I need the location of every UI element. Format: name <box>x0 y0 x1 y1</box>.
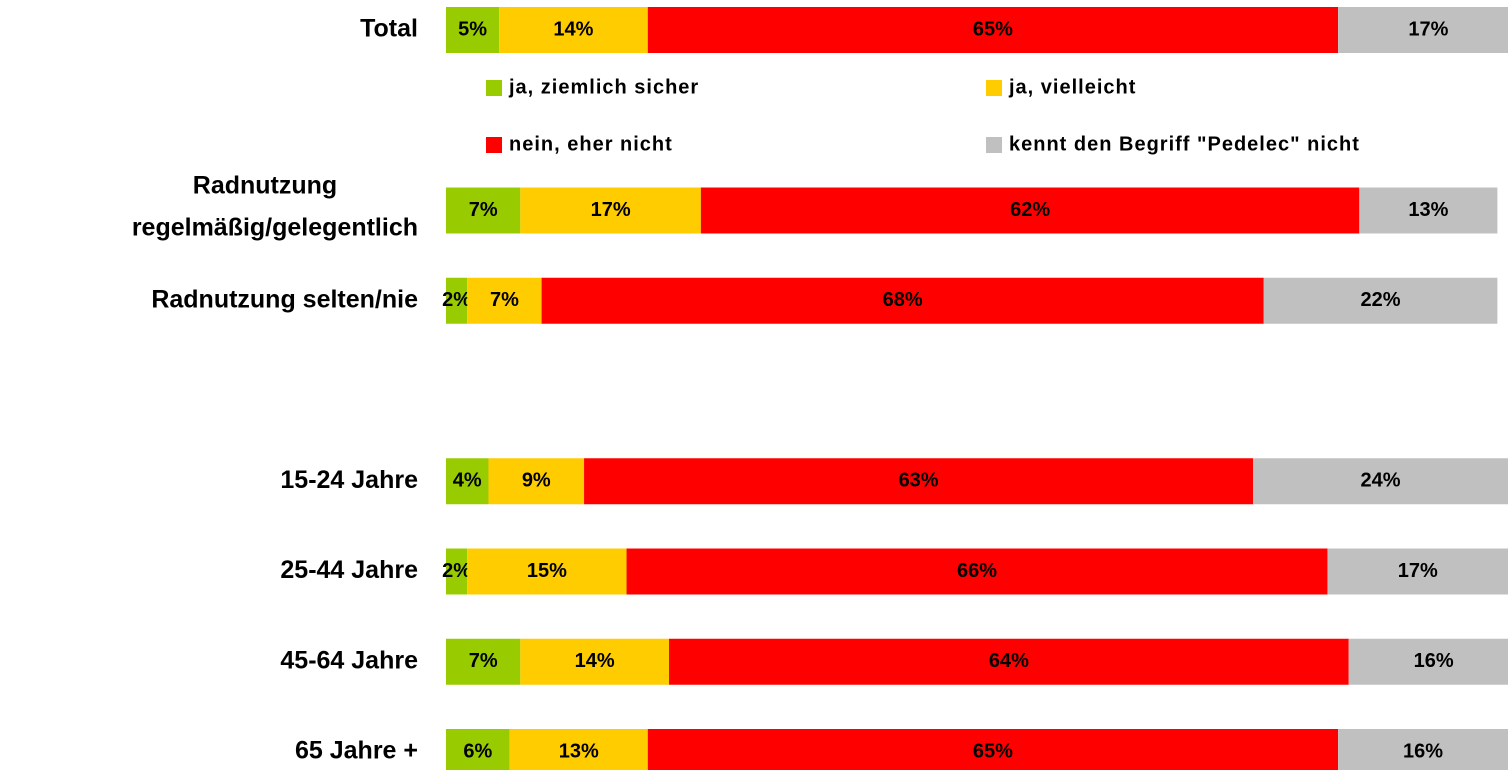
bar-segment <box>584 458 1254 505</box>
bar-segment <box>520 187 701 234</box>
value-label: 68% <box>883 289 923 311</box>
bar-segment <box>541 277 1264 324</box>
category-label: Radnutzung regelmäßig/gelegentlich <box>132 171 418 241</box>
value-label: 4% <box>453 470 482 492</box>
value-label: 24% <box>1361 470 1401 492</box>
bar-segment <box>700 187 1360 234</box>
category-label: 25-44 Jahre <box>280 556 418 584</box>
bar-segment <box>1338 729 1508 770</box>
value-label: 14% <box>553 18 593 40</box>
category-label: Total <box>360 15 418 43</box>
value-label: 17% <box>591 199 631 221</box>
category-label: 15-24 Jahre <box>280 466 418 494</box>
category-label: 45-64 Jahre <box>280 646 418 674</box>
bar-segment <box>488 458 585 505</box>
value-label: 63% <box>899 470 939 492</box>
legend-label: kennt den Begriff "Pedelec" nicht <box>1009 133 1360 155</box>
value-label: 16% <box>1403 740 1443 762</box>
bar-segment <box>1348 638 1508 685</box>
bar-segment <box>446 7 500 53</box>
value-label: 9% <box>522 470 551 492</box>
value-label: 6% <box>463 740 492 762</box>
value-label: 7% <box>469 650 498 672</box>
value-label: 5% <box>458 18 487 40</box>
bar-segment <box>1359 187 1498 234</box>
legend-swatch <box>486 137 502 153</box>
value-label: 13% <box>1408 199 1448 221</box>
category-label: 65 Jahre + <box>295 737 418 765</box>
legend-label: ja, vielleicht <box>1008 76 1136 98</box>
value-label: 65% <box>973 740 1013 762</box>
bar-segment <box>446 458 489 505</box>
legend-label: nein, eher nicht <box>509 133 673 155</box>
value-label: 17% <box>1408 18 1448 40</box>
value-label: 2% <box>442 289 471 311</box>
value-label: 65% <box>973 18 1013 40</box>
bar-segment <box>520 638 670 685</box>
value-label: 7% <box>490 289 519 311</box>
bar-segment <box>647 729 1339 770</box>
bar-segment <box>446 277 468 324</box>
bar-segment <box>446 548 468 595</box>
bar-segment <box>499 7 648 53</box>
category-label-line: regelmäßig/gelegentlich <box>132 213 418 241</box>
bar-segment <box>1253 458 1508 505</box>
legend-swatch <box>986 80 1002 96</box>
value-label: 15% <box>527 560 567 582</box>
bar-segment <box>1263 277 1498 324</box>
bar-segment <box>1327 548 1508 595</box>
bar-segment <box>467 548 627 595</box>
value-label: 66% <box>957 560 997 582</box>
value-label: 62% <box>1010 199 1050 221</box>
bar-segment <box>669 638 1349 685</box>
bar-segment <box>446 187 521 234</box>
bar-segment <box>509 729 648 770</box>
value-label: 22% <box>1361 289 1401 311</box>
value-label: 13% <box>559 740 599 762</box>
value-label: 16% <box>1414 650 1454 672</box>
legend-swatch <box>986 137 1002 153</box>
value-label: 17% <box>1398 560 1438 582</box>
value-label: 2% <box>442 560 471 582</box>
value-label: 7% <box>469 199 498 221</box>
bar-segment <box>446 729 510 770</box>
legend-label: ja, ziemlich sicher <box>508 76 699 98</box>
bar-segment <box>647 7 1339 53</box>
value-label: 64% <box>989 650 1029 672</box>
bar-segment <box>626 548 1328 595</box>
bar-segment <box>467 277 542 324</box>
category-label-line: Radnutzung <box>193 171 337 199</box>
category-label: Radnutzung selten/nie <box>151 285 418 313</box>
bar-segment <box>1338 7 1508 53</box>
bar-segment <box>446 638 521 685</box>
legend-swatch <box>486 80 502 96</box>
value-label: 14% <box>575 650 615 672</box>
